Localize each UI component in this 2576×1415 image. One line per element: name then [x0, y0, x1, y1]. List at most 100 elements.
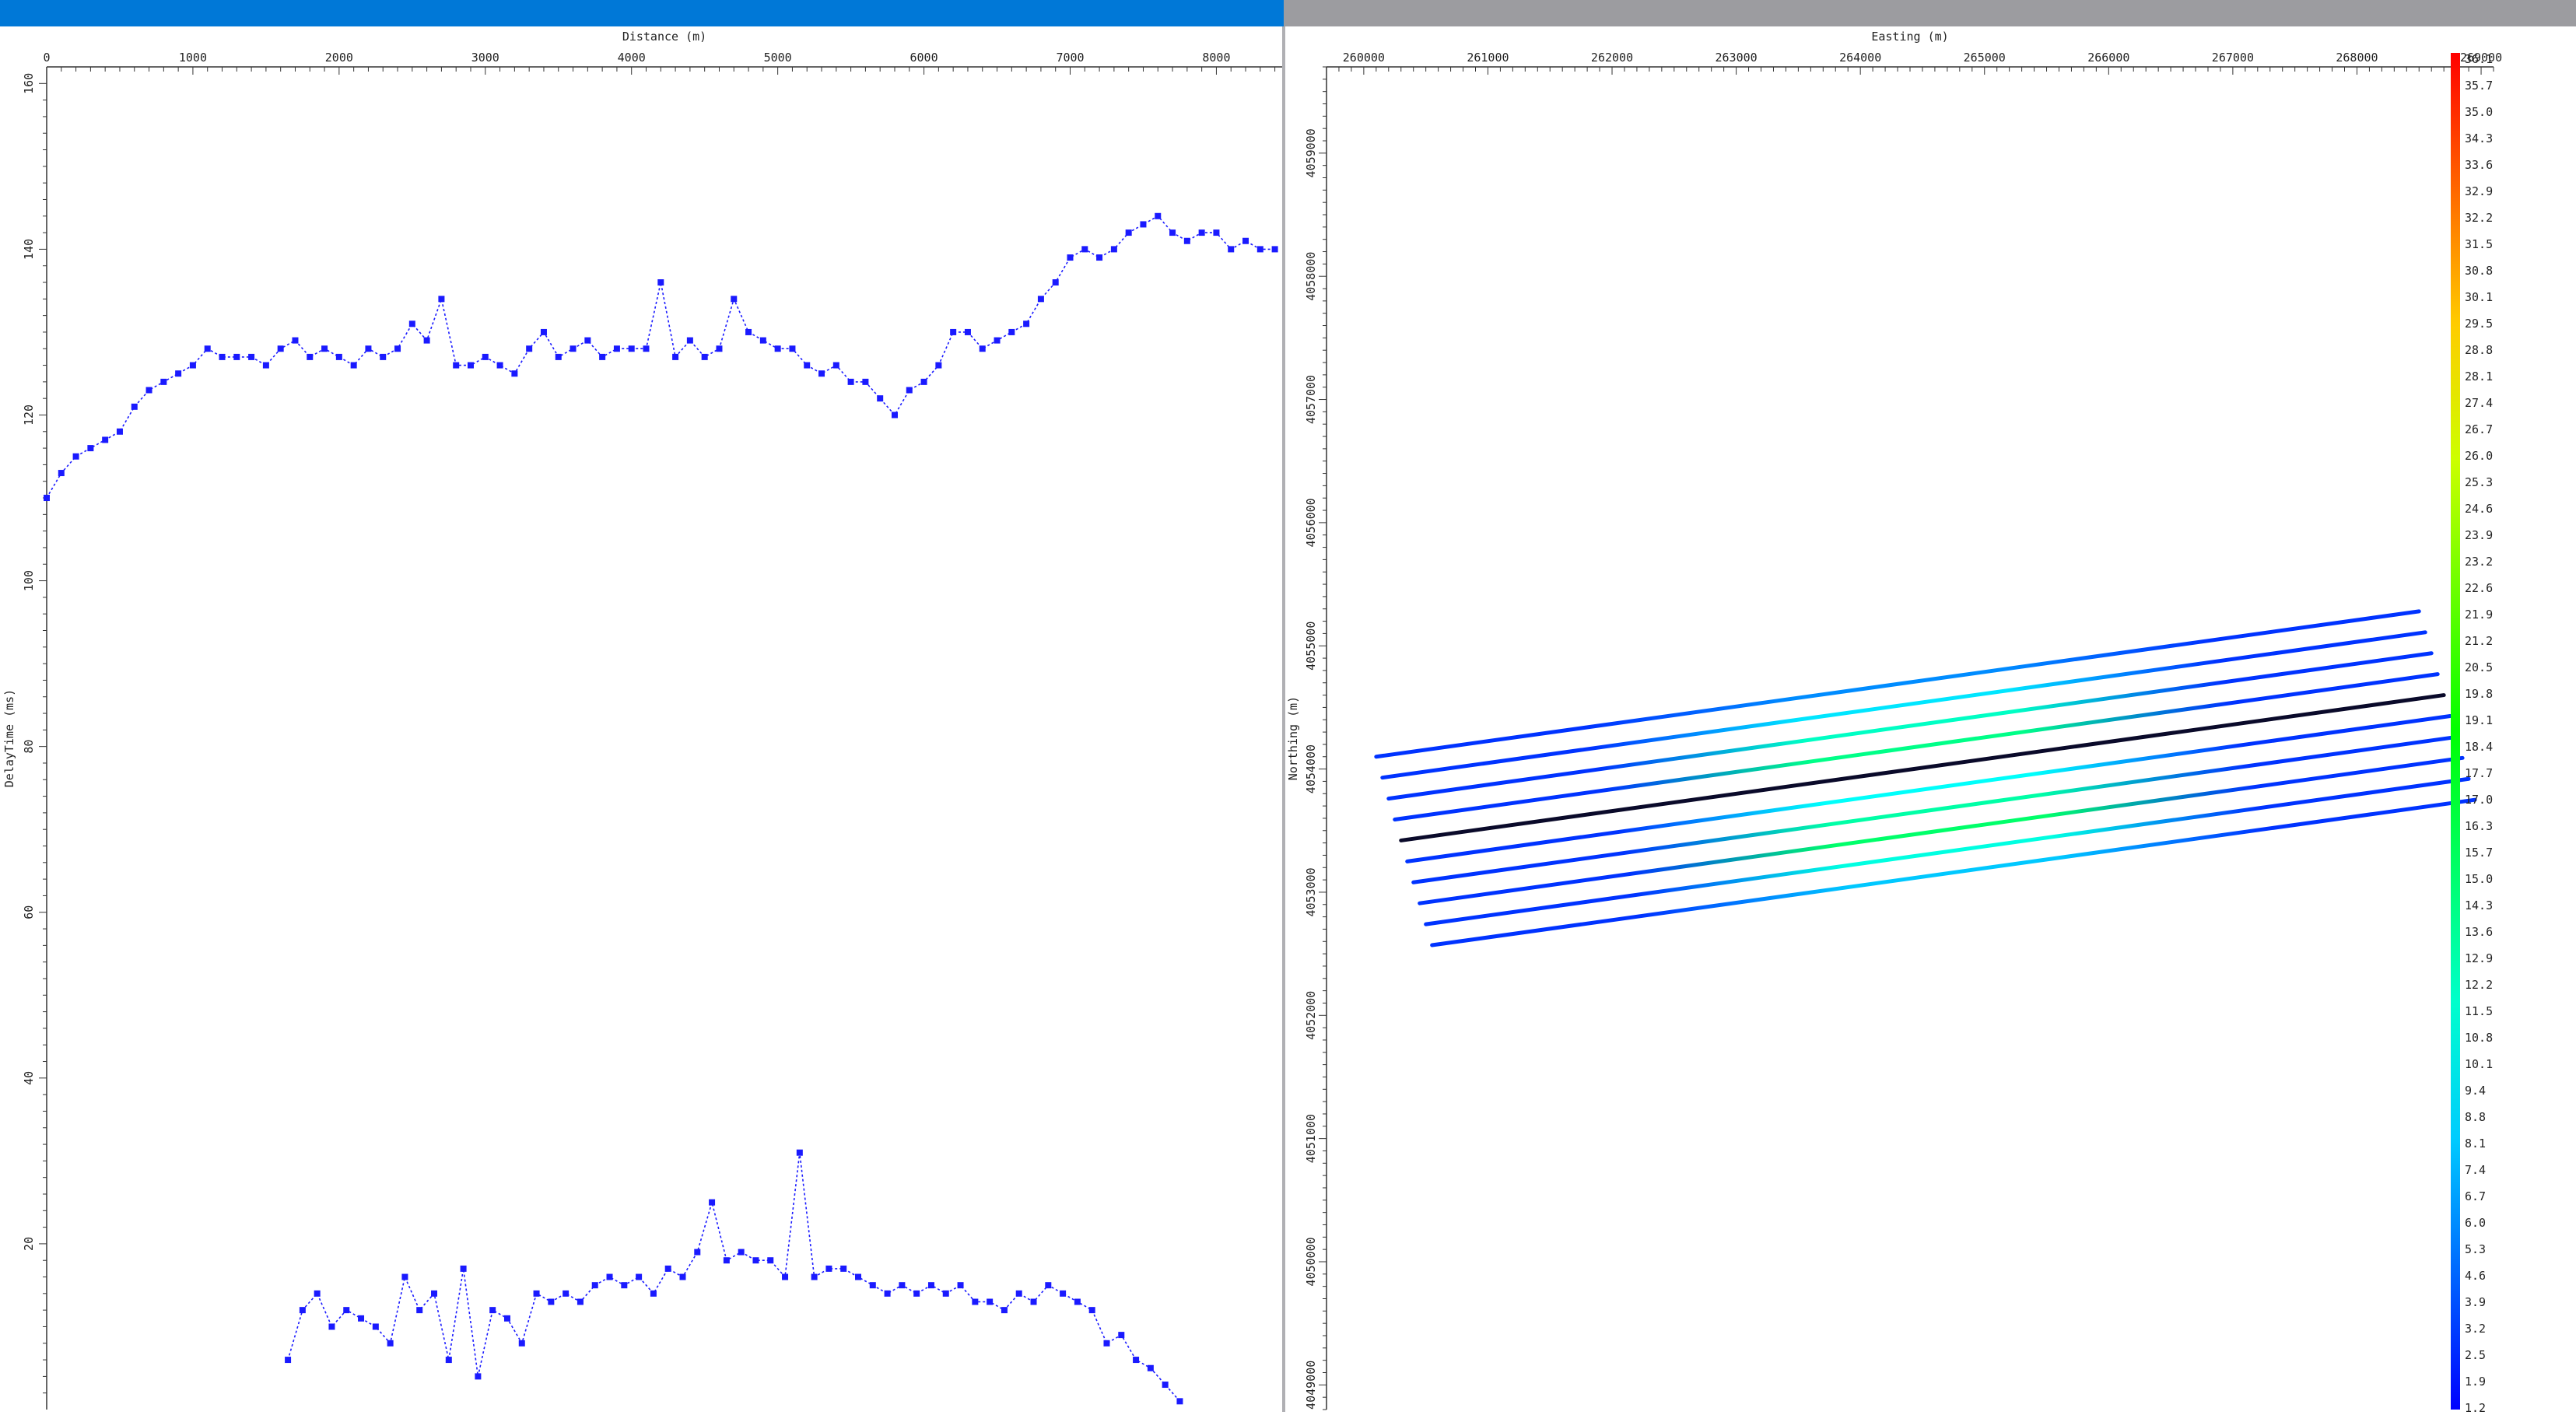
data-point[interactable] [321, 345, 328, 352]
survey-line[interactable] [1418, 755, 2465, 905]
data-point[interactable] [869, 1282, 876, 1289]
data-point[interactable] [818, 370, 825, 377]
data-point[interactable] [526, 345, 533, 352]
data-point[interactable] [314, 1290, 321, 1297]
data-point[interactable] [752, 1257, 759, 1264]
data-point[interactable] [877, 395, 884, 402]
data-point[interactable] [58, 470, 65, 477]
right-pane-titlebar[interactable] [1284, 0, 2576, 26]
data-point[interactable] [343, 1307, 350, 1314]
data-point[interactable] [285, 1357, 292, 1364]
data-point[interactable] [899, 1282, 906, 1289]
data-point[interactable] [782, 1273, 789, 1280]
data-point[interactable] [840, 1265, 847, 1272]
data-point[interactable] [1045, 1282, 1052, 1289]
data-point[interactable] [358, 1315, 365, 1322]
data-point[interactable] [372, 1323, 379, 1330]
data-point[interactable] [1242, 237, 1249, 244]
data-point[interactable] [540, 328, 547, 335]
data-point[interactable] [1147, 1364, 1154, 1371]
data-point[interactable] [292, 337, 299, 344]
data-point[interactable] [1023, 320, 1030, 327]
data-point[interactable] [116, 428, 123, 435]
data-point[interactable] [862, 378, 869, 385]
survey-line[interactable] [1411, 734, 2459, 884]
data-point[interactable] [496, 362, 503, 369]
data-point[interactable] [979, 345, 986, 352]
data-point[interactable] [964, 328, 971, 335]
data-point[interactable] [972, 1298, 979, 1305]
data-point[interactable] [189, 362, 196, 369]
data-point[interactable] [475, 1373, 482, 1380]
data-point[interactable] [328, 1323, 335, 1330]
data-point[interactable] [745, 328, 752, 335]
data-point[interactable] [884, 1290, 891, 1297]
data-point[interactable] [1133, 1357, 1140, 1364]
data-point[interactable] [365, 345, 372, 352]
data-point[interactable] [408, 320, 415, 327]
data-point[interactable] [935, 362, 942, 369]
data-point[interactable] [563, 1290, 570, 1297]
data-point[interactable] [1037, 296, 1044, 303]
data-point[interactable] [694, 1249, 701, 1256]
data-point[interactable] [942, 1290, 949, 1297]
data-point[interactable] [767, 1257, 774, 1264]
data-point[interactable] [511, 370, 518, 377]
data-point[interactable] [825, 1265, 832, 1272]
data-point[interactable] [599, 353, 606, 360]
data-point[interactable] [416, 1307, 423, 1314]
data-point[interactable] [204, 345, 211, 352]
data-point[interactable] [621, 1282, 628, 1289]
data-point[interactable] [716, 345, 723, 352]
data-point[interactable] [1052, 279, 1059, 286]
survey-line[interactable] [1430, 797, 2477, 947]
data-point[interactable] [1256, 246, 1263, 253]
data-point[interactable] [913, 1290, 920, 1297]
survey-line[interactable] [1374, 609, 2421, 759]
data-point[interactable] [233, 353, 240, 360]
data-point[interactable] [87, 445, 94, 452]
data-point[interactable] [577, 1298, 584, 1305]
data-point[interactable] [570, 345, 577, 352]
data-point[interactable] [796, 1149, 803, 1156]
data-point[interactable] [145, 387, 152, 394]
data-point[interactable] [380, 353, 387, 360]
data-point[interactable] [299, 1307, 306, 1314]
data-point[interactable] [994, 337, 1001, 344]
data-point[interactable] [1110, 246, 1117, 253]
data-point[interactable] [811, 1273, 818, 1280]
survey-line[interactable] [1393, 672, 2440, 822]
data-point[interactable] [709, 1199, 716, 1206]
data-point[interactable] [1088, 1307, 1095, 1314]
data-point[interactable] [219, 353, 226, 360]
data-point[interactable] [679, 1273, 686, 1280]
data-point[interactable] [738, 1249, 745, 1256]
data-point[interactable] [438, 296, 445, 303]
data-point[interactable] [387, 1340, 394, 1347]
data-point[interactable] [759, 337, 766, 344]
data-point[interactable] [1183, 237, 1190, 244]
left-pane-titlebar[interactable] [0, 0, 1284, 26]
pane-splitter[interactable] [1282, 26, 1285, 1412]
data-point[interactable] [628, 345, 635, 352]
data-point[interactable] [131, 403, 138, 410]
data-point[interactable] [1015, 1290, 1022, 1297]
data-point[interactable] [686, 337, 693, 344]
data-point[interactable] [1118, 1332, 1125, 1339]
data-point[interactable] [606, 1273, 613, 1280]
data-point[interactable] [950, 328, 957, 335]
data-point[interactable] [920, 378, 927, 385]
data-point[interactable] [350, 362, 357, 369]
map-chart[interactable]: Easting (m) Northing (m) 260000 261000 26200… [1284, 26, 2576, 1415]
data-point[interactable] [613, 345, 620, 352]
data-point[interactable] [431, 1290, 438, 1297]
data-point[interactable] [533, 1290, 540, 1297]
data-point[interactable] [847, 378, 854, 385]
data-point[interactable] [723, 1257, 730, 1264]
data-point[interactable] [957, 1282, 964, 1289]
data-point[interactable] [657, 279, 664, 286]
data-point[interactable] [548, 1298, 555, 1305]
survey-line[interactable] [1399, 693, 2446, 842]
data-point[interactable] [1074, 1298, 1081, 1305]
data-point[interactable] [489, 1307, 496, 1314]
